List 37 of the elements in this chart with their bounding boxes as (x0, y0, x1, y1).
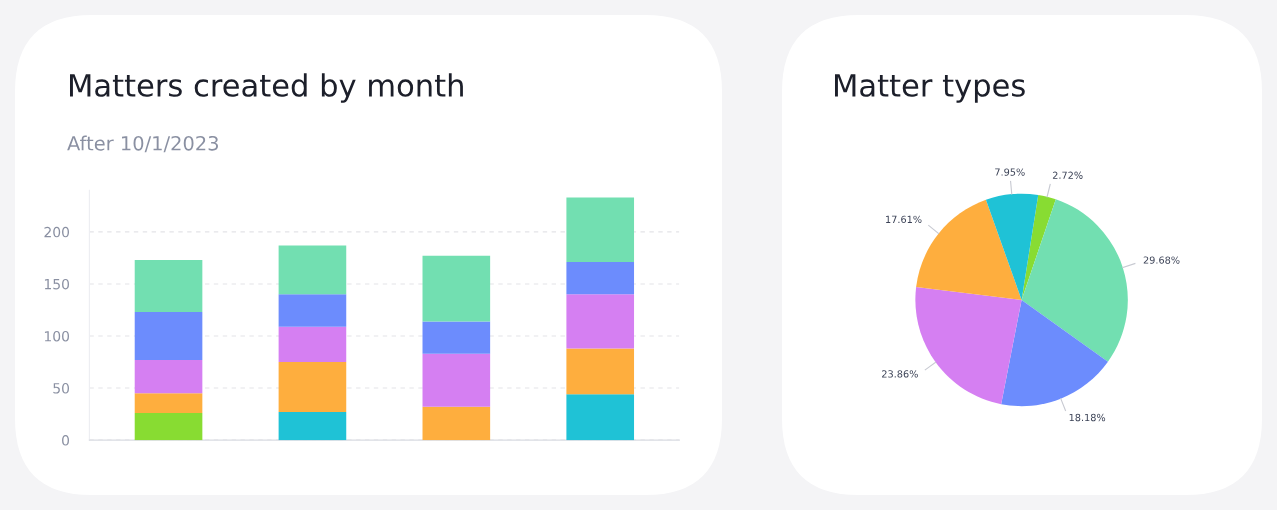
bar (134, 393, 203, 414)
chart-subtitle: After 10/1/2023 (67, 135, 219, 153)
data-label: 7.95% (995, 168, 1025, 176)
y-tick-label: 50 (53, 383, 70, 394)
bar (566, 294, 635, 349)
bar (566, 394, 635, 441)
chart-title: Matters created by month (70, 73, 463, 103)
bar (278, 245, 347, 295)
pie-slice (1021, 194, 1056, 300)
bar (134, 413, 203, 441)
bar (278, 412, 347, 441)
bar (278, 326, 347, 363)
bar (278, 362, 347, 413)
data-label: 17.61% (886, 215, 922, 224)
data-label: 18.18% (1069, 413, 1106, 422)
data-label: 29.68% (1143, 256, 1180, 264)
bar (278, 294, 347, 327)
bar (134, 259, 203, 313)
data-label: 2.72% (1052, 171, 1083, 179)
pie-slice (985, 193, 1039, 300)
bar (422, 406, 491, 441)
bar (422, 255, 491, 322)
y-tick-label: 0 (62, 435, 70, 446)
pie-slice (1001, 299, 1108, 407)
bar (566, 262, 635, 295)
bar (566, 348, 635, 395)
y-tick-label: 100 (44, 330, 70, 342)
bar (566, 197, 635, 263)
chart-title: Matter types (835, 74, 1025, 103)
bar (422, 353, 491, 407)
bar (134, 312, 203, 360)
y-tick-label: 200 (44, 226, 70, 238)
y-tick-label: 150 (44, 278, 70, 290)
pie-slice (1021, 199, 1128, 362)
bar (422, 321, 491, 354)
data-label: 23.86% (882, 370, 918, 378)
bar (134, 359, 203, 394)
